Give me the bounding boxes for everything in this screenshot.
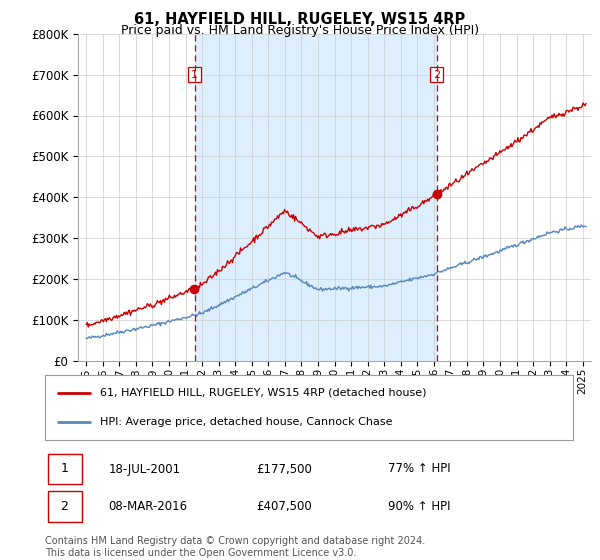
FancyBboxPatch shape [45,375,573,440]
Text: 1: 1 [61,463,68,475]
Text: Contains HM Land Registry data © Crown copyright and database right 2024.
This d: Contains HM Land Registry data © Crown c… [45,536,425,558]
Bar [194,34,437,361]
Text: 61, HAYFIELD HILL, RUGELEY, WS15 4RP: 61, HAYFIELD HILL, RUGELEY, WS15 4RP [134,12,466,27]
Text: 1: 1 [191,69,198,80]
Text: Price paid vs. HM Land Registry's House Price Index (HPI): Price paid vs. HM Land Registry's House … [121,24,479,36]
Text: 08-MAR-2016: 08-MAR-2016 [109,500,187,513]
Text: £177,500: £177,500 [256,463,312,475]
Text: 2: 2 [433,69,440,80]
Text: 77% ↑ HPI: 77% ↑ HPI [388,463,451,475]
Text: £407,500: £407,500 [256,500,312,513]
FancyBboxPatch shape [47,454,82,484]
Text: 2: 2 [61,500,68,513]
Text: 90% ↑ HPI: 90% ↑ HPI [388,500,451,513]
Text: HPI: Average price, detached house, Cannock Chase: HPI: Average price, detached house, Cann… [100,417,393,427]
FancyBboxPatch shape [47,491,82,522]
Text: 18-JUL-2001: 18-JUL-2001 [109,463,181,475]
Text: 61, HAYFIELD HILL, RUGELEY, WS15 4RP (detached house): 61, HAYFIELD HILL, RUGELEY, WS15 4RP (de… [100,388,427,398]
